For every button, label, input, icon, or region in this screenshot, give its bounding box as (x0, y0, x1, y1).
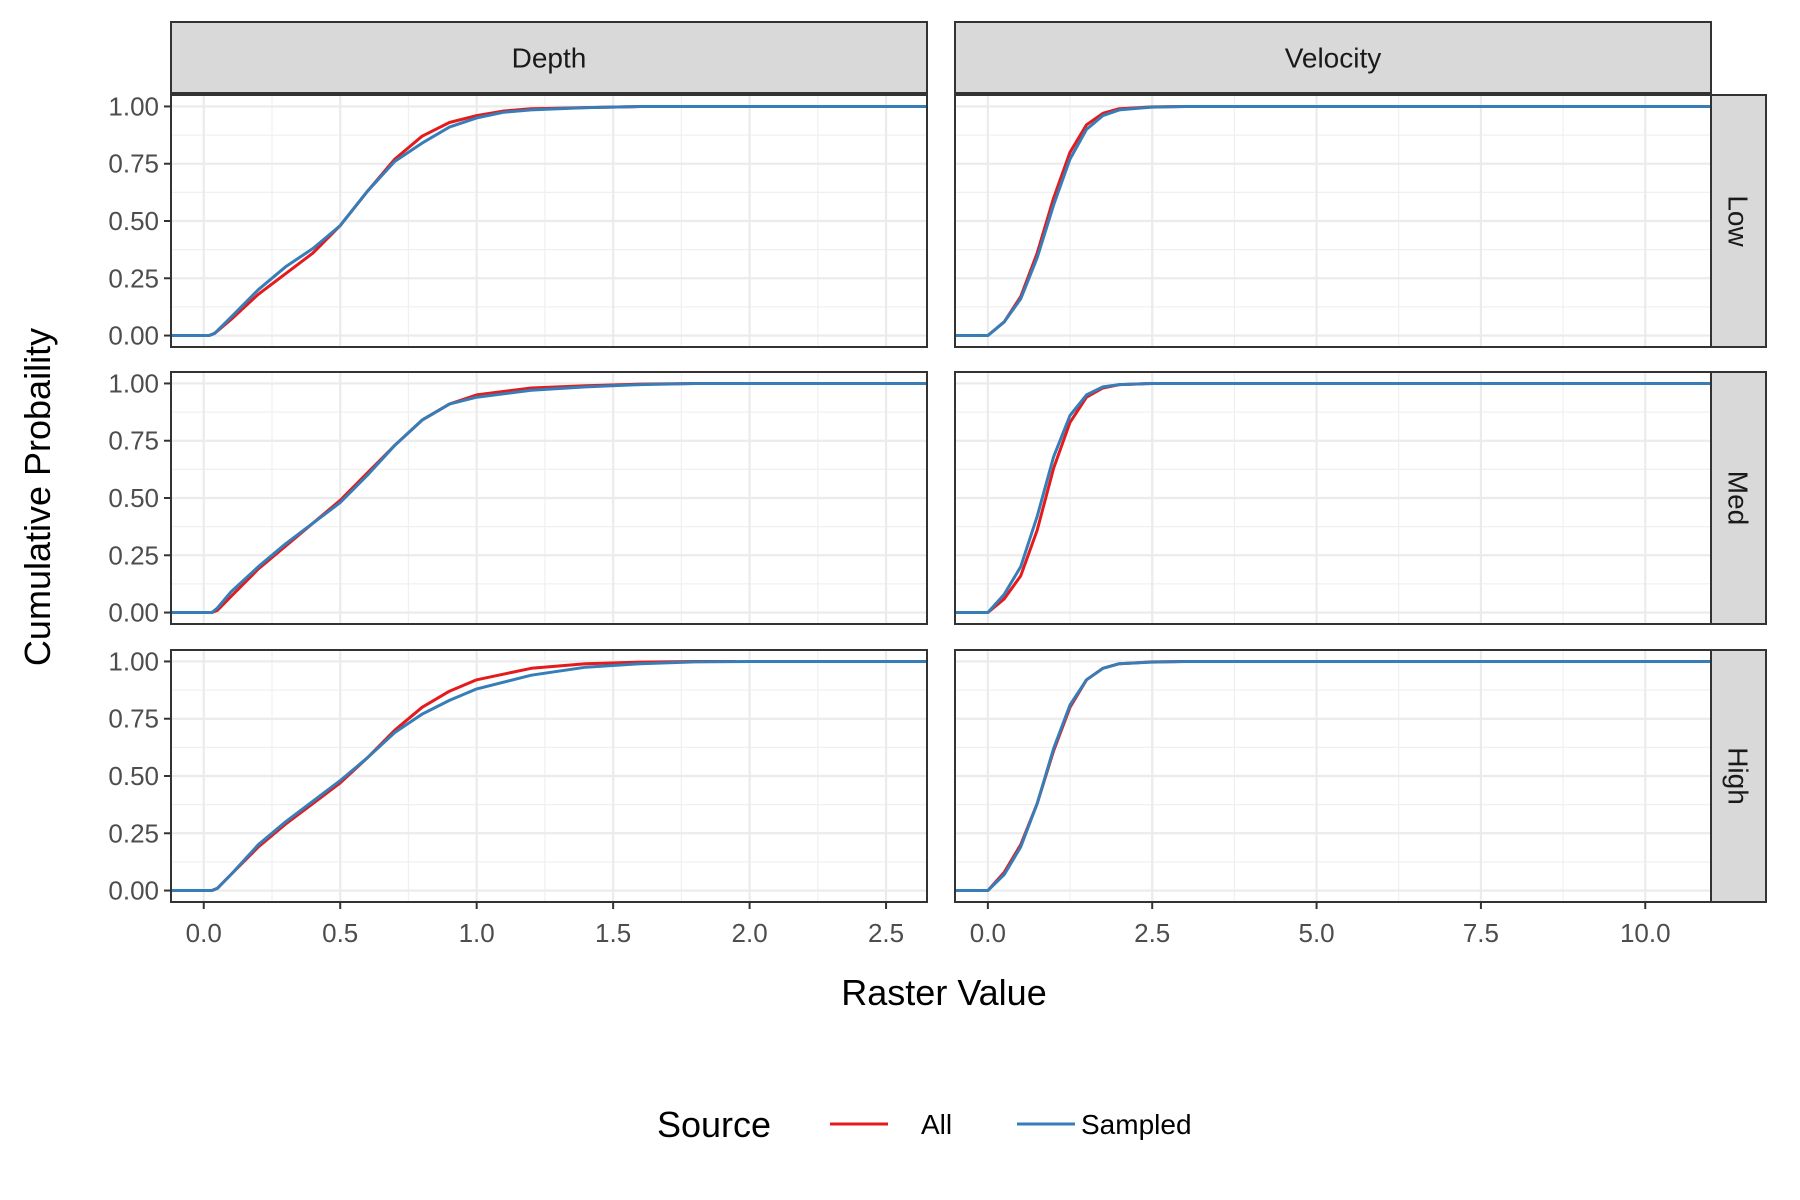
y-tick-label: 0.75 (108, 149, 159, 179)
strip-velocity (954, 21, 1712, 94)
panel-med-velocity-border (954, 371, 1712, 625)
legend-title: Source (657, 1104, 771, 1145)
y-tick-label: 0.25 (108, 818, 159, 848)
strip-high (1710, 649, 1767, 903)
y-tick-label: 0.50 (108, 483, 159, 513)
x-tick-label: 1.0 (459, 918, 495, 948)
y-tick-label: 0.25 (108, 540, 159, 570)
legend-label-all: All (921, 1109, 952, 1140)
panel-low-depth: 0.00 0.25 0.50 0.75 1.00 (108, 91, 928, 351)
x-tick-label: 2.5 (868, 918, 904, 948)
strip-label-depth: Depth (512, 43, 587, 74)
strip-med (1710, 371, 1767, 625)
x-tick-label: 2.5 (1134, 918, 1170, 948)
y-tick-label: 0.00 (108, 876, 159, 906)
y-tick-label: 1.00 (108, 368, 159, 398)
y-tick-label: 1.00 (108, 646, 159, 676)
y-tick-label: 0.75 (108, 426, 159, 456)
x-tick-label: 1.5 (595, 918, 631, 948)
strip-label-low: Low (1723, 195, 1754, 247)
panel-high-velocity-border (954, 649, 1712, 903)
y-tick-label: 0.25 (108, 263, 159, 293)
panel-low-velocity (954, 94, 1712, 348)
y-tick-label: 0.50 (108, 761, 159, 791)
panel-med-depth: 0.00 0.25 0.50 0.75 1.00 (108, 368, 928, 628)
y-tick-label: 0.75 (108, 704, 159, 734)
y-axis-title: Cumulative Probaility (17, 328, 58, 666)
series-line-sampled (171, 105, 927, 337)
x-axis-title: Raster Value (841, 972, 1046, 1013)
y-tick-label: 0.00 (108, 321, 159, 351)
x-tick-label: 0.0 (186, 918, 222, 948)
series-line-sampled (171, 382, 927, 614)
x-tick-label: 0.0 (970, 918, 1006, 948)
y-tick-label: 1.00 (108, 91, 159, 121)
y-tick-label: 0.50 (108, 206, 159, 236)
strip-low (1710, 94, 1767, 348)
panel-high-depth: 0.00 0.25 0.50 0.75 1.00 0.0 0.5 1.0 1.5 2.0 2.5 (108, 646, 928, 948)
strip-label-high: High (1723, 747, 1754, 805)
series-line-sampled (955, 105, 1711, 337)
panel-low-velocity-border (954, 94, 1712, 348)
series-line-sampled (955, 382, 1711, 614)
x-tick-label: 10.0 (1620, 918, 1671, 948)
x-tick-label: 2.0 (732, 918, 768, 948)
legend: Source All Sampled (657, 1104, 1192, 1145)
y-tick-label: 0.00 (108, 598, 159, 628)
legend-label-sampled: Sampled (1081, 1109, 1192, 1140)
strip-label-med: Med (1723, 471, 1754, 525)
panel-med-velocity (954, 371, 1712, 625)
panel-high-velocity: 0.0 2.5 5.0 7.5 10.0 (954, 649, 1712, 948)
x-tick-label: 7.5 (1463, 918, 1499, 948)
series-line-sampled (171, 660, 927, 892)
strip-depth (170, 21, 928, 94)
series-line-sampled (955, 660, 1711, 892)
x-tick-label: 5.0 (1298, 918, 1334, 948)
x-tick-label: 0.5 (322, 918, 358, 948)
panels-layer: Depth Velocity Low Med High 0.00 0.25 0.50 0.75 1… (108, 21, 1767, 948)
strip-label-velocity: Velocity (1285, 43, 1382, 74)
